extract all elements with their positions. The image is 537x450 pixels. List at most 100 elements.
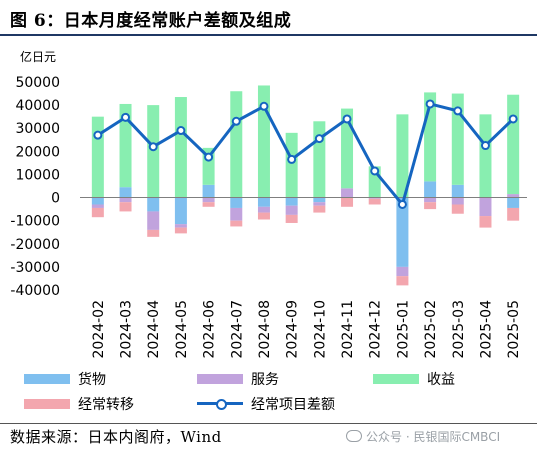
balance-point <box>204 152 214 162</box>
x-tick-label: 2024-03 <box>119 300 135 359</box>
bar-transfers <box>257 212 270 220</box>
bar-transfers <box>202 202 215 207</box>
bar-income <box>396 114 409 198</box>
balance-point <box>453 106 463 116</box>
bar-services <box>257 206 270 213</box>
bar-transfers <box>285 214 298 223</box>
balance-point <box>287 154 297 164</box>
balance-point <box>93 130 103 140</box>
bar-services <box>119 197 132 203</box>
bar-goods <box>202 184 215 198</box>
y-tick-label: 50000 <box>15 75 60 91</box>
x-tick-label: 2024-04 <box>146 300 162 359</box>
bar-goods <box>396 197 409 267</box>
y-tick-label: 30000 <box>15 121 60 137</box>
title-divider <box>0 34 537 36</box>
y-tick-label: -40000 <box>10 283 60 299</box>
bar-income <box>341 108 354 189</box>
bar-services <box>147 211 160 230</box>
balance-point <box>231 116 241 126</box>
bar-income <box>147 105 160 198</box>
balance-point <box>370 166 380 176</box>
watermark: 公众号 · 民银国际CMBCI <box>346 428 500 445</box>
bar-transfers <box>313 205 326 213</box>
watermark-text: 公众号 · 民银国际CMBCI <box>366 430 501 444</box>
y-tick-label: 40000 <box>15 98 60 114</box>
balance-point <box>259 101 269 111</box>
x-tick-label: 2024-09 <box>285 300 301 359</box>
bar-services <box>341 188 354 198</box>
bar-transfers <box>91 207 104 218</box>
y-tick-label: -30000 <box>10 260 60 276</box>
bar-transfers <box>174 227 187 234</box>
balance-point <box>148 142 158 152</box>
bar-services <box>202 197 215 203</box>
bar-goods <box>424 181 437 198</box>
bar-goods <box>174 197 187 225</box>
x-tick-label: 2024-02 <box>91 300 107 359</box>
bar-services <box>313 202 326 206</box>
y-tick-label: -10000 <box>10 214 60 230</box>
bar-transfers <box>479 216 492 228</box>
bar-transfers <box>424 202 437 210</box>
bar-income <box>507 94 520 195</box>
x-tick-label: 2024-11 <box>340 300 356 359</box>
x-tick-label: 2025-05 <box>506 300 522 359</box>
bar-goods <box>285 197 298 206</box>
bar-income <box>313 121 326 198</box>
bar-transfers <box>119 202 132 212</box>
bar-services <box>451 197 464 205</box>
bar-goods <box>230 197 243 208</box>
data-source: 数据来源：日本内阁府，Wind <box>10 428 222 446</box>
balance-point <box>176 126 186 136</box>
bar-goods <box>257 197 270 207</box>
bar-services <box>368 197 381 199</box>
bar-services <box>479 197 492 217</box>
balance-point <box>425 99 435 109</box>
x-tick-label: 2025-03 <box>451 300 467 359</box>
bar-goods <box>119 187 132 198</box>
balance-point <box>314 134 324 144</box>
x-tick-label: 2024-06 <box>202 300 218 359</box>
bar-transfers <box>341 197 354 207</box>
x-tick-label: 2024-05 <box>174 300 190 359</box>
bar-transfers <box>147 229 160 237</box>
wechat-icon <box>346 430 362 442</box>
bar-goods <box>147 197 160 212</box>
bar-services <box>230 207 243 221</box>
balance-point <box>121 112 131 122</box>
y-tick-label: 20000 <box>15 144 60 160</box>
bar-services <box>424 197 437 203</box>
balance-point <box>508 114 518 124</box>
bar-income <box>230 91 243 198</box>
x-tick-label: 2024-10 <box>312 300 328 359</box>
bar-income <box>479 114 492 198</box>
x-tick-label: 2025-04 <box>478 300 494 359</box>
footer-divider <box>0 423 537 424</box>
bar-transfers <box>507 207 520 221</box>
bar-goods <box>313 197 326 203</box>
bar-income <box>174 97 187 198</box>
x-tick-label: 2025-02 <box>423 300 439 359</box>
bar-income <box>91 116 104 198</box>
y-tick-label: 0 <box>51 191 60 207</box>
bar-services <box>507 194 520 198</box>
bar-services <box>285 205 298 215</box>
bar-services <box>174 224 187 228</box>
bar-transfers <box>368 198 381 205</box>
x-tick-label: 2024-12 <box>368 300 384 359</box>
bar-transfers <box>230 220 243 227</box>
bar-transfers <box>396 276 409 286</box>
balance-line <box>97 102 515 206</box>
bar-transfers <box>451 204 464 214</box>
bar-goods <box>91 197 104 205</box>
page-title: 图 6：日本月度经常账户差额及组成 <box>10 11 292 31</box>
balance-point <box>480 141 490 151</box>
y-tick-label: 10000 <box>15 167 60 183</box>
bar-services <box>91 204 104 208</box>
x-tick-label: 2024-08 <box>257 300 273 359</box>
bar-services <box>396 266 409 277</box>
y-tick-label: -20000 <box>10 237 60 253</box>
bar-goods <box>507 197 520 208</box>
